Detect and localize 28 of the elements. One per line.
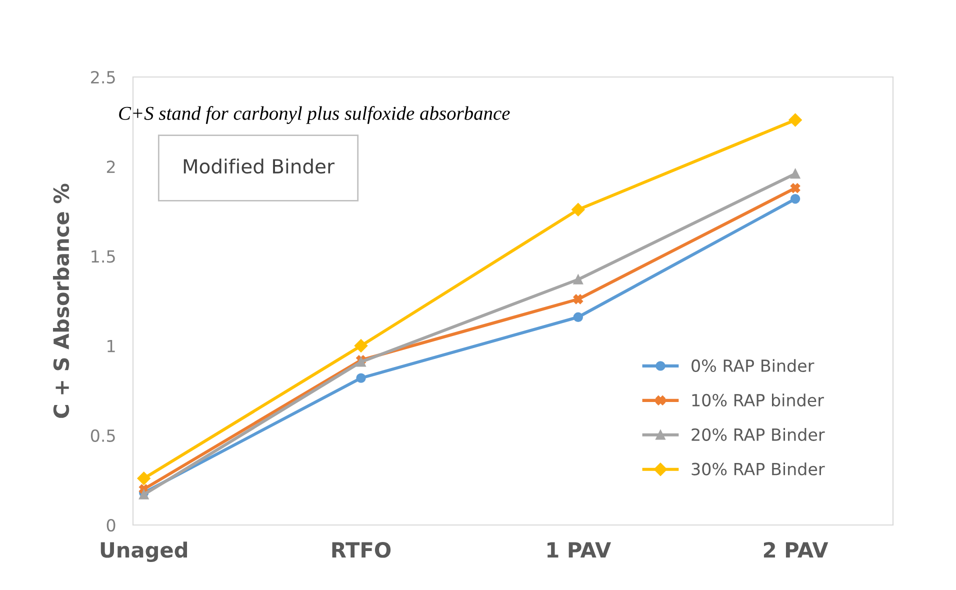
annotation: Modified Binder [184, 158, 335, 174]
point [356, 373, 366, 383]
y-tick-label: 0.5 [90, 429, 115, 442]
point [790, 183, 800, 193]
y-tick-label: 0 [106, 518, 116, 532]
point [790, 168, 800, 179]
x-tick-label: Unaged [100, 542, 187, 562]
point [573, 294, 584, 304]
y-tick-label: 2 [106, 160, 115, 173]
x-tick-label: 2 PAV [764, 542, 828, 558]
point [573, 274, 584, 284]
point [572, 203, 585, 216]
point [788, 113, 802, 127]
legend-label: 30% RAP Binder [692, 462, 825, 476]
y-tick-label: 2.5 [91, 70, 115, 84]
legend-label: 20% RAP Binder [692, 428, 825, 441]
legend-label: 10% RAP binder [692, 394, 824, 406]
annotation: C+S stand for carbonyl plus sulfoxide absorbance [119, 106, 510, 124]
x-tick-label: 1 PAV [548, 542, 612, 558]
y-axis-title: C + S Absorbance % [53, 184, 70, 418]
y-tick-label: 1 [108, 340, 115, 352]
point [354, 339, 368, 352]
point [573, 312, 584, 322]
point [137, 472, 150, 485]
legend-label: 0% RAP Binder [692, 359, 814, 372]
y-tick-label: 1.5 [92, 250, 115, 263]
x-tick-label: RTFO [332, 542, 391, 558]
point [790, 194, 800, 204]
